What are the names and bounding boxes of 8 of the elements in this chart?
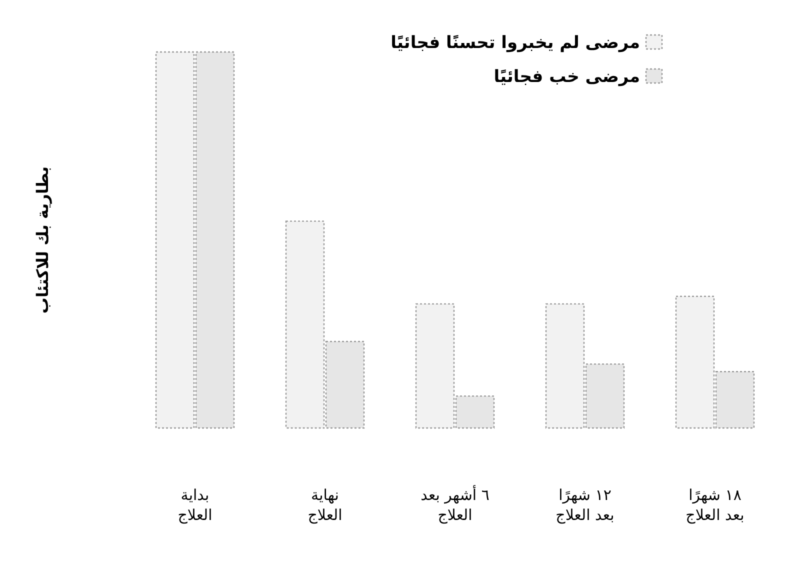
x-tick-label: ٦ أشهر بعد العلاج (420, 485, 490, 524)
x-tick-label: ١٢ شهرًا بعد العلاج (556, 486, 614, 524)
legend-label: مرضى لم يخبروا تحسنًا فجائيًا (390, 33, 640, 53)
x-tick-label: نهاية العلاج (308, 486, 342, 524)
x-tick-label: ١٨ شهرًا بعد العلاج (686, 486, 744, 524)
y-axis-title: بطارية بك للاكتئاب (33, 166, 52, 314)
x-tick-label: بداية العلاج (178, 486, 212, 524)
legend-label: مرضى خب فجائيًا (494, 67, 640, 87)
